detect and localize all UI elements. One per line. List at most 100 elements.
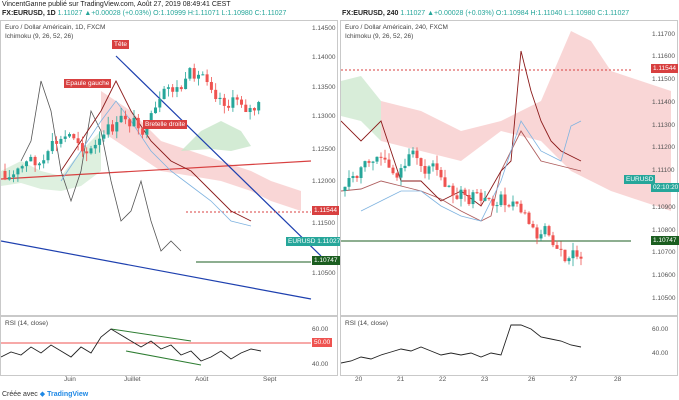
right-ytick: 1.10600	[652, 272, 676, 279]
candle-body	[555, 245, 559, 249]
candle-body	[252, 108, 256, 111]
candle-body	[184, 78, 188, 90]
left-upper-price-tag: 1.11544	[312, 206, 340, 215]
candle-body	[447, 185, 451, 187]
candle-body	[76, 138, 80, 144]
candle-body	[483, 197, 487, 201]
right-rsi-tick: 40.00	[652, 350, 669, 357]
candle-body	[85, 151, 89, 154]
candle-body	[37, 163, 41, 166]
candle-body	[391, 167, 395, 174]
candle-body	[519, 203, 523, 213]
candle-body	[240, 99, 243, 105]
right-upper-price-tag: 1.11544	[651, 64, 679, 73]
right-rsi-label[interactable]: RSI (14, close)	[345, 320, 388, 327]
right-chart-pane[interactable]: Euro / Dollar Américain, 240, FXCM Ichim…	[340, 20, 678, 316]
left-rsi-label[interactable]: RSI (14, close)	[5, 320, 48, 327]
right-ytick: 1.11100	[652, 167, 675, 174]
candle-body	[175, 87, 179, 92]
right-ytick: 1.11700	[652, 31, 676, 38]
left-symbol[interactable]: FX:EURUSD, 1D	[2, 10, 56, 17]
candle-body	[375, 156, 379, 162]
right-xtick: 20	[355, 376, 363, 383]
candle-body	[244, 104, 248, 113]
candle-body	[543, 226, 547, 235]
candle-body	[188, 68, 192, 79]
left-price-axis[interactable]: 1.14500 1.14000 1.13500 1.13000 1.12500 …	[310, 20, 338, 314]
right-ytick: 1.11400	[652, 99, 676, 106]
right-xtick: 27	[570, 376, 578, 383]
right-rsi-tick: 60.00	[652, 326, 669, 333]
candle-body	[201, 74, 205, 76]
right-symbol-line: FX:EURUSD, 240 1.11027 ▲+0.00028 (+0.03%…	[342, 10, 629, 17]
candle-body	[158, 99, 162, 108]
candle-body	[411, 150, 415, 155]
candle-body	[471, 192, 475, 205]
candle-body	[235, 97, 239, 100]
right-rsi-pane[interactable]: RSI (14, close)	[340, 316, 678, 376]
candle-body	[12, 174, 16, 178]
left-time-axis[interactable]: Juin Juillet Août Sept	[0, 376, 336, 386]
footer-brand[interactable]: TradingView	[47, 391, 89, 398]
candle-body	[347, 178, 351, 187]
candle-body	[197, 74, 200, 79]
candle-body	[551, 235, 555, 246]
right-current-symbol-tag: EURUSD	[624, 175, 656, 184]
candle-body	[50, 140, 54, 152]
candle-body	[379, 156, 383, 158]
candle-body	[535, 227, 539, 239]
candle-body	[575, 250, 579, 257]
candle-body	[33, 156, 37, 166]
right-lower-price-tag: 1.10747	[651, 236, 679, 245]
right-symbol[interactable]: FX:EURUSD, 240	[342, 10, 399, 17]
candle-body	[387, 159, 391, 168]
candle-body	[214, 89, 218, 100]
left-rsi-pane[interactable]: RSI (14, close)	[0, 316, 338, 376]
right-price-axis[interactable]: 1.11700 1.11600 1.11500 1.11400 1.11300 …	[650, 20, 679, 314]
candle-body	[209, 82, 213, 90]
candle-body	[427, 166, 431, 174]
right-shoulder-annotation: Bretelle droite	[143, 120, 188, 129]
candle-body	[136, 117, 140, 129]
candle-body	[367, 161, 371, 163]
candle-body	[503, 194, 507, 206]
left-ytick: 1.13000	[312, 113, 336, 120]
left-indicator-label[interactable]: Ichimoku (9, 26, 52, 26)	[5, 33, 74, 40]
candle-body	[3, 171, 7, 180]
candle-body	[248, 108, 252, 113]
right-ytick: 1.10900	[652, 204, 676, 211]
candle-body	[439, 169, 443, 178]
candle-body	[29, 156, 33, 162]
right-ytick: 1.10800	[652, 227, 676, 234]
left-rsi-tag: 50.00	[312, 338, 333, 347]
left-ohlc: 1.11027 ▲+0.00028 (+0.03%) O:1.10999 H:1…	[57, 10, 287, 17]
left-shoulder-annotation: Epaule gauche	[64, 79, 112, 88]
candle-body	[222, 97, 226, 106]
candle-body	[527, 212, 531, 224]
right-time-axis[interactable]: 20 21 22 23 26 27 28	[340, 376, 676, 386]
candle-body	[579, 256, 583, 259]
candle-body	[475, 192, 479, 194]
candle-body	[149, 113, 153, 124]
right-xtick: 22	[439, 376, 447, 383]
candle-body	[363, 161, 367, 168]
publish-info: VincentGanne publié sur TradingView.com,…	[2, 1, 231, 8]
left-ytick: 1.14500	[312, 25, 336, 32]
candle-body	[218, 97, 222, 100]
candle-body	[463, 189, 467, 195]
left-chart-pane[interactable]: Tête Epaule gauche Bretelle droite Euro …	[0, 20, 338, 316]
candle-body	[93, 144, 97, 149]
candle-body	[459, 189, 463, 199]
candle-body	[132, 117, 136, 127]
candle-body	[415, 150, 419, 159]
candle-body	[111, 124, 114, 132]
right-price-chart	[341, 31, 671, 267]
candle-body	[55, 140, 59, 144]
candle-body	[351, 176, 355, 179]
candle-body	[455, 195, 459, 199]
candle-body	[128, 119, 132, 127]
candle-body	[443, 177, 447, 187]
left-symbol-line: FX:EURUSD, 1D 1.11027 ▲+0.00028 (+0.03%)…	[2, 10, 286, 17]
candle-body	[59, 138, 63, 144]
right-indicator-label[interactable]: Ichimoku (9, 26, 52, 26)	[345, 33, 414, 40]
